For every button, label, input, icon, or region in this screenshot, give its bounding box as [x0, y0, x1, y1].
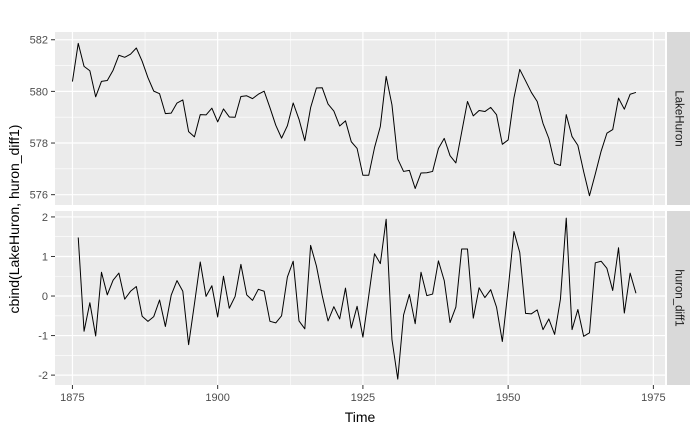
- panel-lakehuron: 576 578 580 582 LakeHuron: [30, 32, 690, 205]
- series-line: [71, 42, 637, 197]
- panel-huron-diff1: -2 -1 0 1 2 huron_diff1: [38, 211, 690, 385]
- facet-strip-label: huron_diff1: [672, 269, 684, 326]
- y-tick-label: 578: [30, 138, 48, 150]
- x-axis-title: Time: [345, 409, 376, 425]
- x-axis: 1875 1900 1925 1950 1975: [60, 385, 666, 404]
- panel-background: [55, 211, 665, 385]
- x-tick-label: 1975: [641, 392, 665, 404]
- facet-strip-label: LakeHuron: [672, 90, 684, 146]
- series-line: [77, 217, 637, 380]
- y-tick-label: 1: [42, 251, 48, 263]
- x-tick-label: 1900: [205, 392, 229, 404]
- facet-strip: [667, 32, 690, 205]
- x-tick-label: 1925: [351, 392, 375, 404]
- y-tick-label: 582: [30, 35, 48, 47]
- y-tick-label: 2: [42, 212, 48, 224]
- y-tick-label: 0: [42, 291, 48, 303]
- panel-background: [55, 32, 665, 205]
- y-axis-title: cbind(LakeHuron, huron_diff1): [6, 125, 22, 314]
- y-tick-label: 576: [30, 190, 48, 202]
- y-tick-label: -1: [38, 331, 48, 343]
- y-tick-label: 580: [30, 86, 48, 98]
- x-tick-label: 1950: [496, 392, 520, 404]
- facet-strip: [667, 211, 690, 385]
- y-tick-label: -2: [38, 370, 48, 382]
- x-tick-label: 1875: [60, 392, 84, 404]
